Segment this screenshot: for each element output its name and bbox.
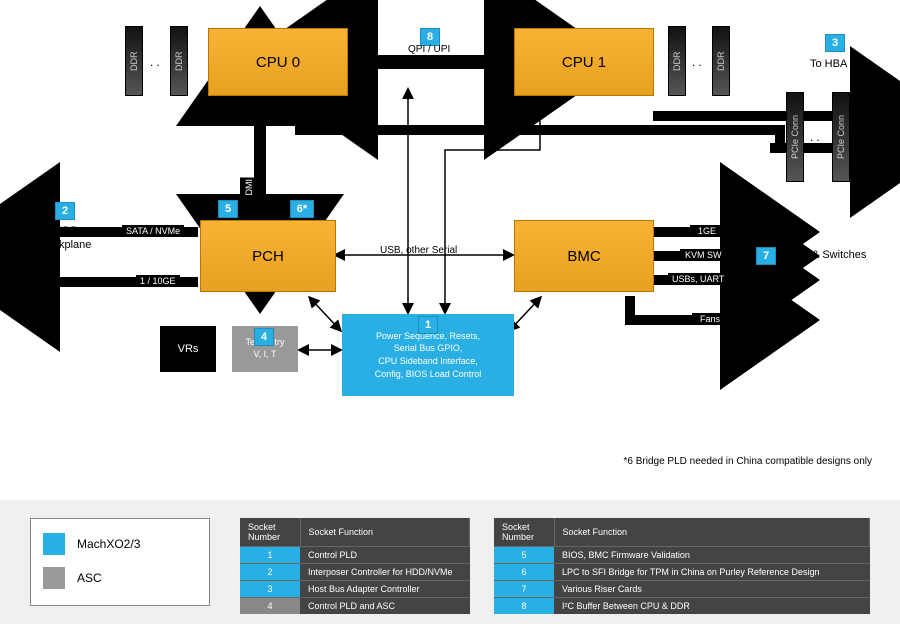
vrs-block: VRs bbox=[160, 326, 216, 372]
qpi-label: QPI / UPI bbox=[408, 44, 450, 55]
callout-1: 1 bbox=[418, 316, 438, 334]
onege-label: 1GE bbox=[690, 225, 724, 237]
table-row: 8I²C Buffer Between CPU & DDR bbox=[494, 598, 870, 615]
kvm-label: KVM SW bbox=[680, 249, 727, 261]
ddr-chip: DDR bbox=[668, 26, 686, 96]
pcie-conn: PCIe Conn bbox=[832, 92, 850, 182]
leds-label: LEDs & Switches bbox=[782, 249, 866, 261]
fans-label: Fans bbox=[692, 313, 728, 325]
socket-table-1: Socket NumberSocket Function 1Control PL… bbox=[240, 518, 470, 614]
callout-3: 3 bbox=[825, 34, 845, 52]
table-row: 1Control PLD bbox=[240, 547, 470, 564]
sata-label: SATA / NVMe bbox=[122, 225, 184, 237]
table-row: 3Host Bus Adapter Controller bbox=[240, 581, 470, 598]
legend-box: MachXO2/3 ASC bbox=[30, 518, 210, 606]
ellipsis: .. bbox=[810, 130, 823, 144]
usb-serial-label: USB, other Serial bbox=[380, 245, 457, 256]
usbs-label: USBs, UART bbox=[668, 273, 728, 285]
table-row: 5BIOS, BMC Firmware Validation bbox=[494, 547, 870, 564]
ddr-chip: DDR bbox=[712, 26, 730, 96]
pcie-conn: PCIe Conn bbox=[786, 92, 804, 182]
dmi-label: DMI bbox=[240, 178, 258, 197]
ellipsis: .. bbox=[150, 55, 163, 69]
footnote: *6 Bridge PLD needed in China compatible… bbox=[624, 456, 873, 467]
cpu0-block: CPU 0 bbox=[208, 28, 348, 96]
legend-asc: ASC bbox=[43, 567, 197, 589]
ddr-chip: DDR bbox=[125, 26, 143, 96]
pch-block: PCH bbox=[200, 220, 336, 292]
tenge-label: 1 / 10GE bbox=[136, 275, 180, 287]
cpu1-block: CPU 1 bbox=[514, 28, 654, 96]
table-row: 4Control PLD and ASC bbox=[240, 598, 470, 615]
table-row: 7Various Riser Cards bbox=[494, 581, 870, 598]
table-row: 6LPC to SFI Bridge for TPM in China on P… bbox=[494, 564, 870, 581]
to-hdd-label: To HDDBackplane bbox=[40, 224, 91, 253]
callout-4: 4 bbox=[254, 328, 274, 346]
socket-table-2: Socket NumberSocket Function 5BIOS, BMC … bbox=[494, 518, 870, 614]
callout-6: 6* bbox=[290, 200, 314, 218]
bmc-block: BMC bbox=[514, 220, 654, 292]
ddr-chip: DDR bbox=[170, 26, 188, 96]
callout-7: 7 bbox=[756, 247, 776, 265]
callout-2: 2 bbox=[55, 202, 75, 220]
callout-5: 5 bbox=[218, 200, 238, 218]
ellipsis: .. bbox=[692, 55, 705, 69]
legend-mach: MachXO2/3 bbox=[43, 533, 197, 555]
table-row: 2Interposer Controller for HDD/NVMe bbox=[240, 564, 470, 581]
telemetry-sub: V, I, T bbox=[253, 349, 276, 361]
to-hba-label: To HBA bbox=[810, 58, 847, 70]
bottom-panel: MachXO2/3 ASC Socket NumberSocket Functi… bbox=[0, 500, 900, 624]
